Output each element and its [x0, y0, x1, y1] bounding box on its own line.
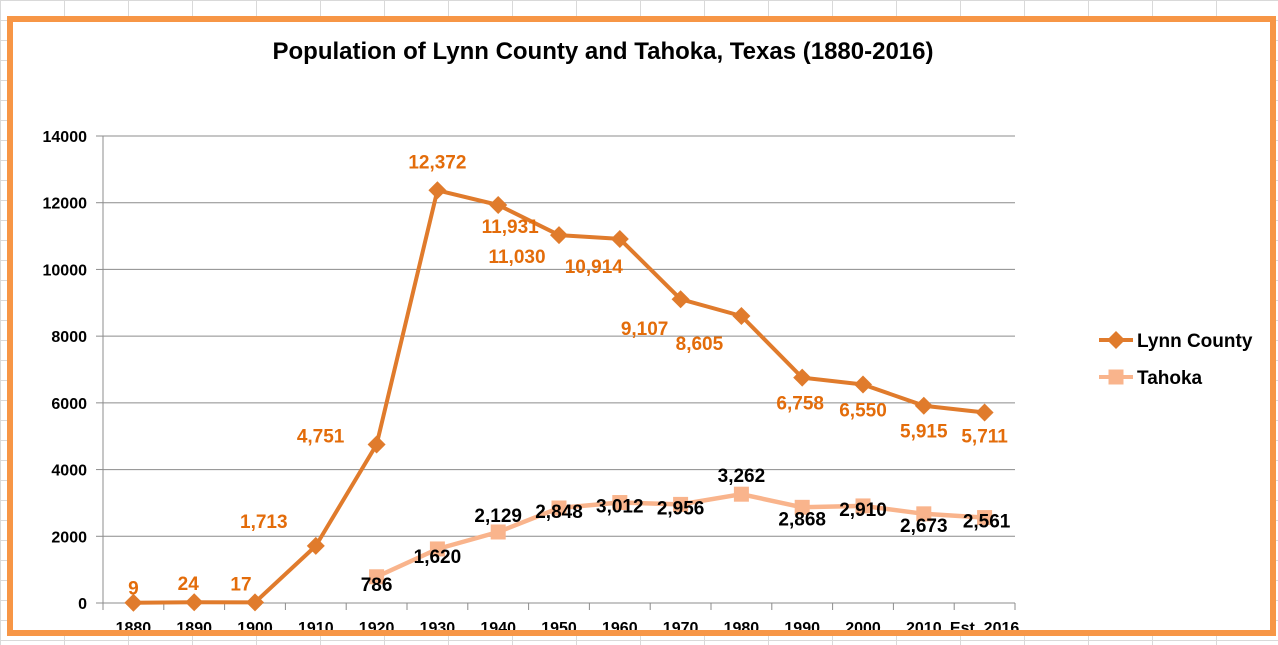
legend-item: Tahoka: [1099, 368, 1203, 389]
data-point-marker: [793, 368, 812, 387]
x-tick-label: 1930: [420, 620, 456, 630]
data-label: 2,956: [657, 498, 705, 519]
data-point-marker: [673, 496, 689, 512]
data-label: 11,030: [488, 247, 545, 268]
data-point-marker: [550, 226, 568, 245]
data-label: 10,914: [565, 257, 624, 278]
data-point-marker: [185, 593, 204, 612]
data-label: 4,751: [297, 427, 345, 448]
x-tick-label: 1960: [602, 620, 638, 630]
series: [124, 181, 994, 612]
x-tick-label: 1990: [784, 620, 820, 630]
x-tick-label: 1940: [480, 620, 516, 630]
x-tick-label: 1910: [298, 620, 334, 630]
y-tick-label: 10000: [43, 262, 88, 279]
data-point-marker: [429, 541, 445, 557]
data-point-marker: [369, 569, 385, 585]
data-label: 2,561: [963, 512, 1011, 533]
x-tick-label: 1880: [116, 620, 152, 630]
data-label: 24: [178, 574, 200, 595]
data-label: 12,372: [408, 152, 466, 173]
legend-label: Lynn County: [1137, 331, 1253, 352]
y-tick-label: 4000: [51, 463, 87, 480]
x-tick-label: 1890: [176, 620, 212, 630]
data-point-marker: [306, 536, 325, 555]
legend-marker: [1107, 331, 1125, 349]
data-label: 2,868: [778, 509, 826, 530]
data-point-marker: [367, 435, 386, 454]
data-label: 786: [361, 575, 393, 596]
data-label: 6,550: [839, 401, 887, 422]
data-point-marker: [733, 486, 749, 502]
legend: Lynn County Tahoka: [1099, 331, 1253, 389]
data-point-marker: [794, 499, 810, 515]
data-label: 11,931: [482, 217, 539, 238]
gridlines: [103, 135, 1015, 537]
data-label: 2,129: [474, 506, 522, 527]
data-label: 5,711: [961, 426, 1008, 447]
data-label: 9: [128, 579, 139, 600]
data-label: 1,713: [240, 512, 288, 533]
legend-label: Tahoka: [1137, 368, 1203, 389]
chart-title: Population of Lynn County and Tahoka, Te…: [272, 38, 933, 65]
data-label: 9,107: [621, 319, 669, 340]
data-label: 3,012: [596, 497, 644, 518]
data-point-marker: [428, 181, 447, 200]
data-point-marker: [914, 396, 933, 415]
legend-item: Lynn County: [1099, 331, 1253, 352]
y-tick-label: 2000: [51, 529, 87, 546]
series-1: [369, 486, 993, 585]
y-tick-label: 8000: [51, 329, 87, 346]
data-label: 5,915: [900, 422, 948, 443]
x-tick-label: 2010: [906, 620, 942, 630]
y-tick-label: 14000: [43, 129, 88, 146]
data-label: 2,910: [839, 500, 887, 521]
data-point-marker: [612, 495, 628, 511]
data-point-marker: [671, 290, 690, 309]
data-point-marker: [489, 196, 508, 215]
data-point-marker: [551, 500, 567, 516]
data-point-marker: [246, 593, 264, 612]
data-point-marker: [855, 498, 871, 514]
data-point-marker: [732, 306, 751, 325]
y-tick-label: 12000: [43, 196, 88, 213]
y-tick-label: 6000: [51, 396, 87, 413]
data-label: 6,758: [776, 394, 824, 415]
data-point-marker: [977, 510, 993, 526]
axes: 0 2000 4000 6000 8000 10000 12000 14000 1880 1890…: [43, 129, 1020, 630]
x-tick-label: 1900: [237, 620, 273, 630]
data-label: 8,605: [676, 334, 724, 355]
x-tick-label: 1980: [724, 620, 760, 630]
chart-frame: Population of Lynn County and Tahoka, Te…: [7, 16, 1276, 636]
data-label: 2,848: [535, 502, 583, 523]
x-tick-label: 1920: [359, 620, 395, 630]
series-line: [133, 188, 985, 605]
data-point-marker: [854, 375, 872, 394]
series-0: [124, 181, 994, 612]
data-point-marker: [610, 229, 629, 248]
legend-marker: [1108, 369, 1124, 385]
data-point-marker: [490, 524, 506, 540]
data-label: 2,673: [900, 516, 948, 537]
data-point-marker: [916, 506, 932, 522]
data-label: 3,262: [718, 466, 766, 487]
x-tick-label: 2000: [845, 620, 881, 630]
x-tick-label: Est. 2016: [950, 620, 1019, 630]
data-point-marker: [975, 403, 994, 422]
data-label: 1,620: [414, 547, 462, 568]
data-label: 17: [230, 574, 251, 595]
x-tick-label: 1970: [663, 620, 699, 630]
line-chart: Population of Lynn County and Tahoka, Te…: [43, 38, 1253, 630]
x-tick-label: 1950: [541, 620, 577, 630]
data-labels: 9 24 17 1,713 4,751 12,372 11,931 11,030 10,914 9…: [128, 152, 1011, 599]
y-tick-label: 0: [78, 596, 87, 613]
